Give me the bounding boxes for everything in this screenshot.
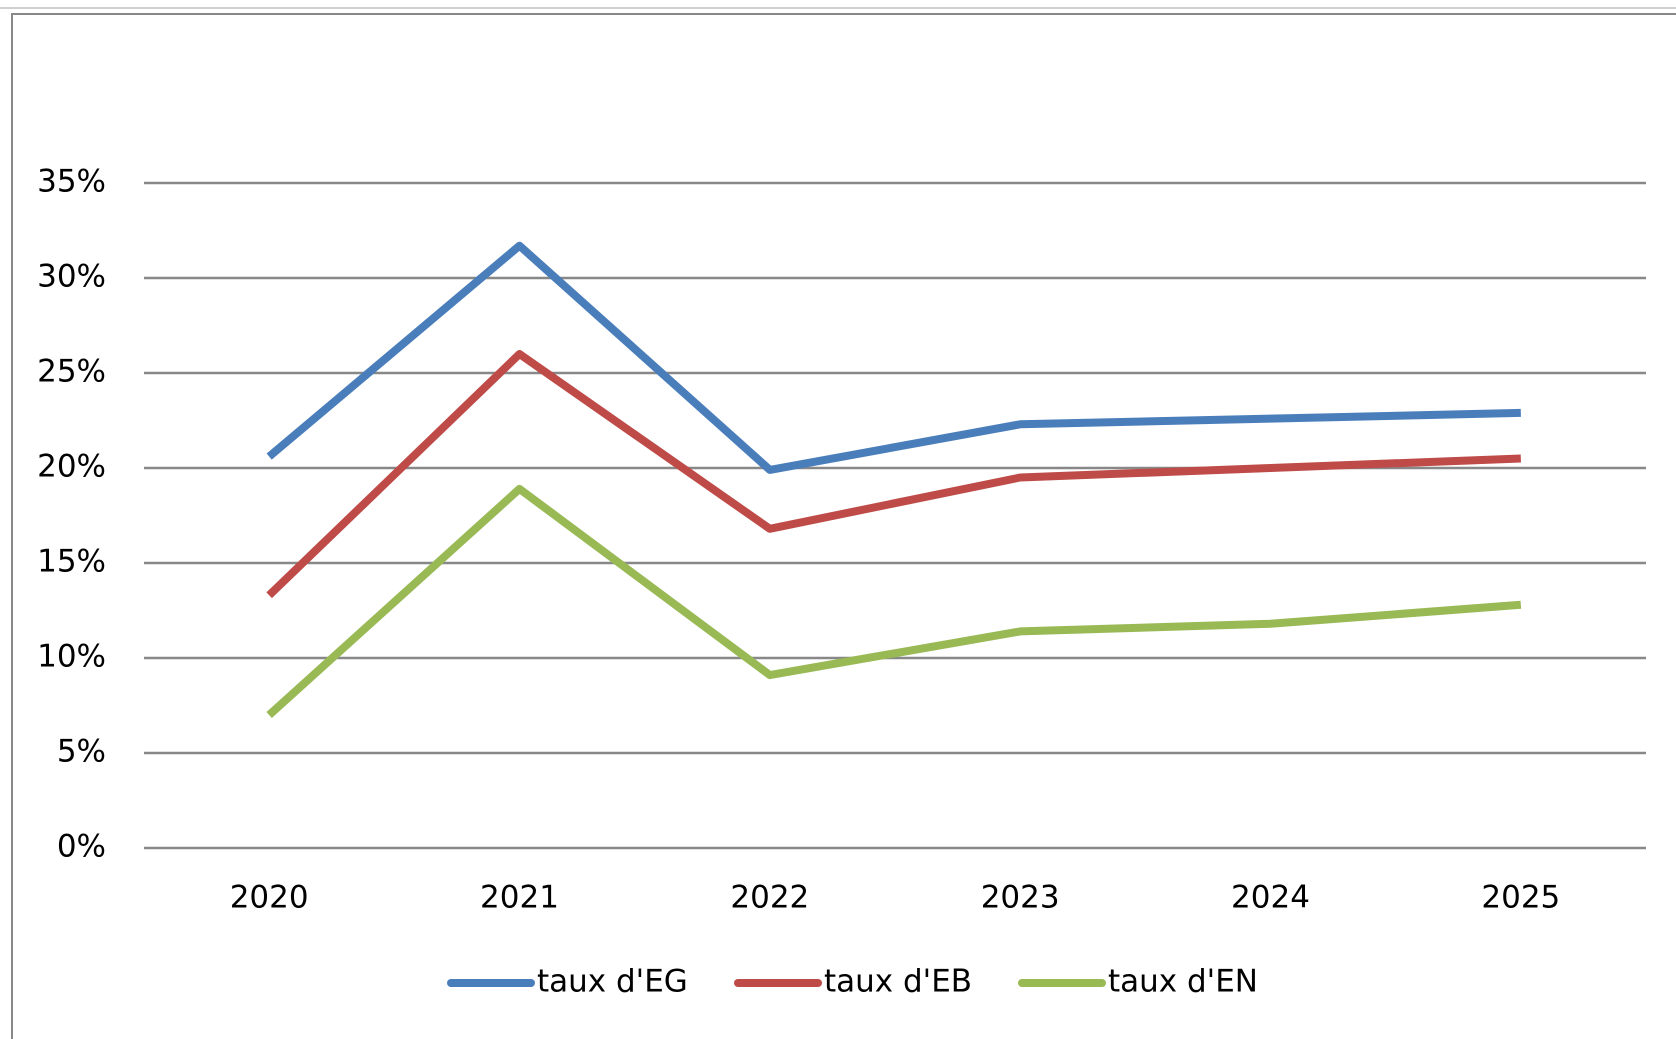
y-tick-label: 0% <box>57 829 106 865</box>
x-tick-label: 2024 <box>1231 880 1310 916</box>
legend-label: taux d'EB <box>824 964 972 1000</box>
x-tick-label: 2021 <box>480 880 559 916</box>
y-tick-label: 35% <box>37 164 106 200</box>
line-series <box>266 484 1522 718</box>
legend-label: taux d'EG <box>537 964 688 1000</box>
line-series <box>266 350 1521 599</box>
y-tick-label: 5% <box>57 734 106 770</box>
y-tick-label: 20% <box>37 449 106 485</box>
x-tick-label: 2020 <box>230 880 309 916</box>
y-tick-label: 10% <box>37 639 106 675</box>
x-tick-label: 2023 <box>981 880 1060 916</box>
x-tick-label: 2022 <box>730 880 809 916</box>
x-tick-label: 2025 <box>1481 880 1560 916</box>
y-tick-label: 15% <box>37 544 106 580</box>
line-series <box>266 241 1521 474</box>
y-tick-label: 25% <box>37 354 106 390</box>
y-tick-label: 30% <box>37 259 106 295</box>
legend-label: taux d'EN <box>1108 964 1258 1000</box>
chart-border <box>11 13 1676 1039</box>
